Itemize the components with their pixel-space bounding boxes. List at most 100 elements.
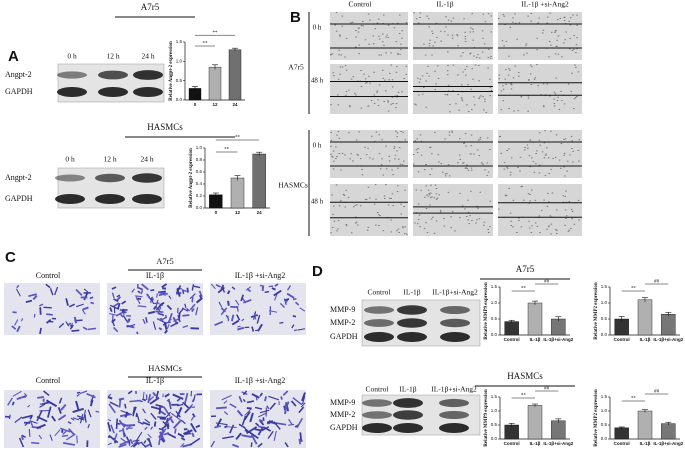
group-label: A7r5 — [288, 63, 304, 72]
cell — [299, 307, 306, 312]
cell — [388, 79, 390, 81]
cell — [509, 171, 512, 173]
cell — [45, 283, 51, 289]
lane-label: 24 h — [141, 52, 154, 61]
cell — [333, 160, 335, 162]
cell — [339, 35, 341, 37]
cell — [191, 295, 194, 303]
cell — [235, 299, 240, 306]
cell — [67, 421, 72, 425]
cell — [143, 440, 147, 444]
cell — [538, 164, 541, 166]
cell — [440, 40, 442, 42]
cell — [419, 134, 422, 136]
cell — [377, 104, 380, 106]
cell — [428, 75, 430, 77]
cell — [510, 220, 512, 222]
cell — [489, 200, 492, 202]
cell — [11, 325, 17, 330]
cell — [191, 406, 196, 409]
cell — [360, 25, 363, 27]
cell — [471, 219, 473, 221]
cell — [348, 105, 351, 107]
cell — [354, 204, 357, 206]
cell — [504, 194, 507, 196]
cell — [565, 31, 567, 33]
error-bar — [618, 426, 625, 429]
cell — [478, 155, 481, 157]
cell — [229, 403, 237, 409]
cell — [379, 168, 382, 170]
cell — [111, 286, 117, 290]
cell — [334, 24, 336, 26]
cell — [483, 221, 486, 223]
cell — [356, 153, 359, 155]
cell — [554, 30, 557, 32]
cell — [335, 30, 338, 32]
cell — [336, 134, 338, 136]
band-label: MMP-2 — [330, 318, 355, 327]
cell — [111, 318, 116, 324]
band — [132, 173, 162, 183]
cell — [147, 393, 152, 404]
cell — [576, 14, 578, 16]
cell — [355, 46, 357, 48]
cell — [344, 154, 346, 156]
cell — [122, 428, 126, 438]
cell — [483, 224, 485, 226]
cell — [109, 304, 118, 310]
cell — [563, 103, 566, 105]
cell — [428, 43, 431, 45]
cell — [548, 56, 550, 58]
cell — [447, 84, 450, 86]
cell — [348, 132, 350, 134]
cell — [478, 80, 480, 82]
cell — [577, 199, 580, 201]
cell — [419, 12, 422, 14]
cell — [166, 419, 170, 427]
cell — [135, 295, 143, 298]
error-bar — [665, 311, 672, 317]
cell — [360, 70, 362, 72]
cell — [513, 110, 515, 112]
cell — [459, 138, 461, 140]
cell — [330, 131, 332, 133]
cell — [389, 72, 391, 74]
cell — [157, 312, 165, 316]
cell — [452, 64, 455, 66]
cell — [527, 15, 529, 17]
cell — [520, 95, 523, 97]
cell — [560, 143, 563, 145]
cell — [563, 154, 565, 156]
cell — [556, 229, 558, 231]
cell — [464, 35, 467, 37]
micrograph — [330, 12, 408, 60]
cell — [54, 286, 59, 296]
cell — [259, 420, 265, 426]
cell — [342, 193, 345, 195]
cell — [191, 308, 195, 313]
cell — [537, 85, 539, 87]
cell — [385, 36, 387, 38]
cell — [337, 220, 340, 222]
cell — [87, 409, 92, 418]
cell — [552, 158, 554, 160]
x-tick-label: 24 — [232, 102, 238, 107]
error-bar — [618, 316, 625, 322]
cell — [210, 440, 215, 448]
cell — [172, 419, 183, 429]
cell — [403, 77, 406, 79]
cell — [84, 414, 87, 423]
cell — [436, 65, 439, 67]
cell — [487, 67, 489, 69]
cell — [369, 157, 371, 159]
cell — [539, 232, 541, 234]
cell — [271, 287, 276, 291]
column-header: Control — [36, 271, 61, 280]
cell — [435, 187, 438, 189]
cell — [298, 439, 303, 443]
cell — [434, 184, 437, 186]
cell — [457, 162, 459, 164]
cell — [447, 19, 450, 21]
cell — [505, 83, 507, 85]
